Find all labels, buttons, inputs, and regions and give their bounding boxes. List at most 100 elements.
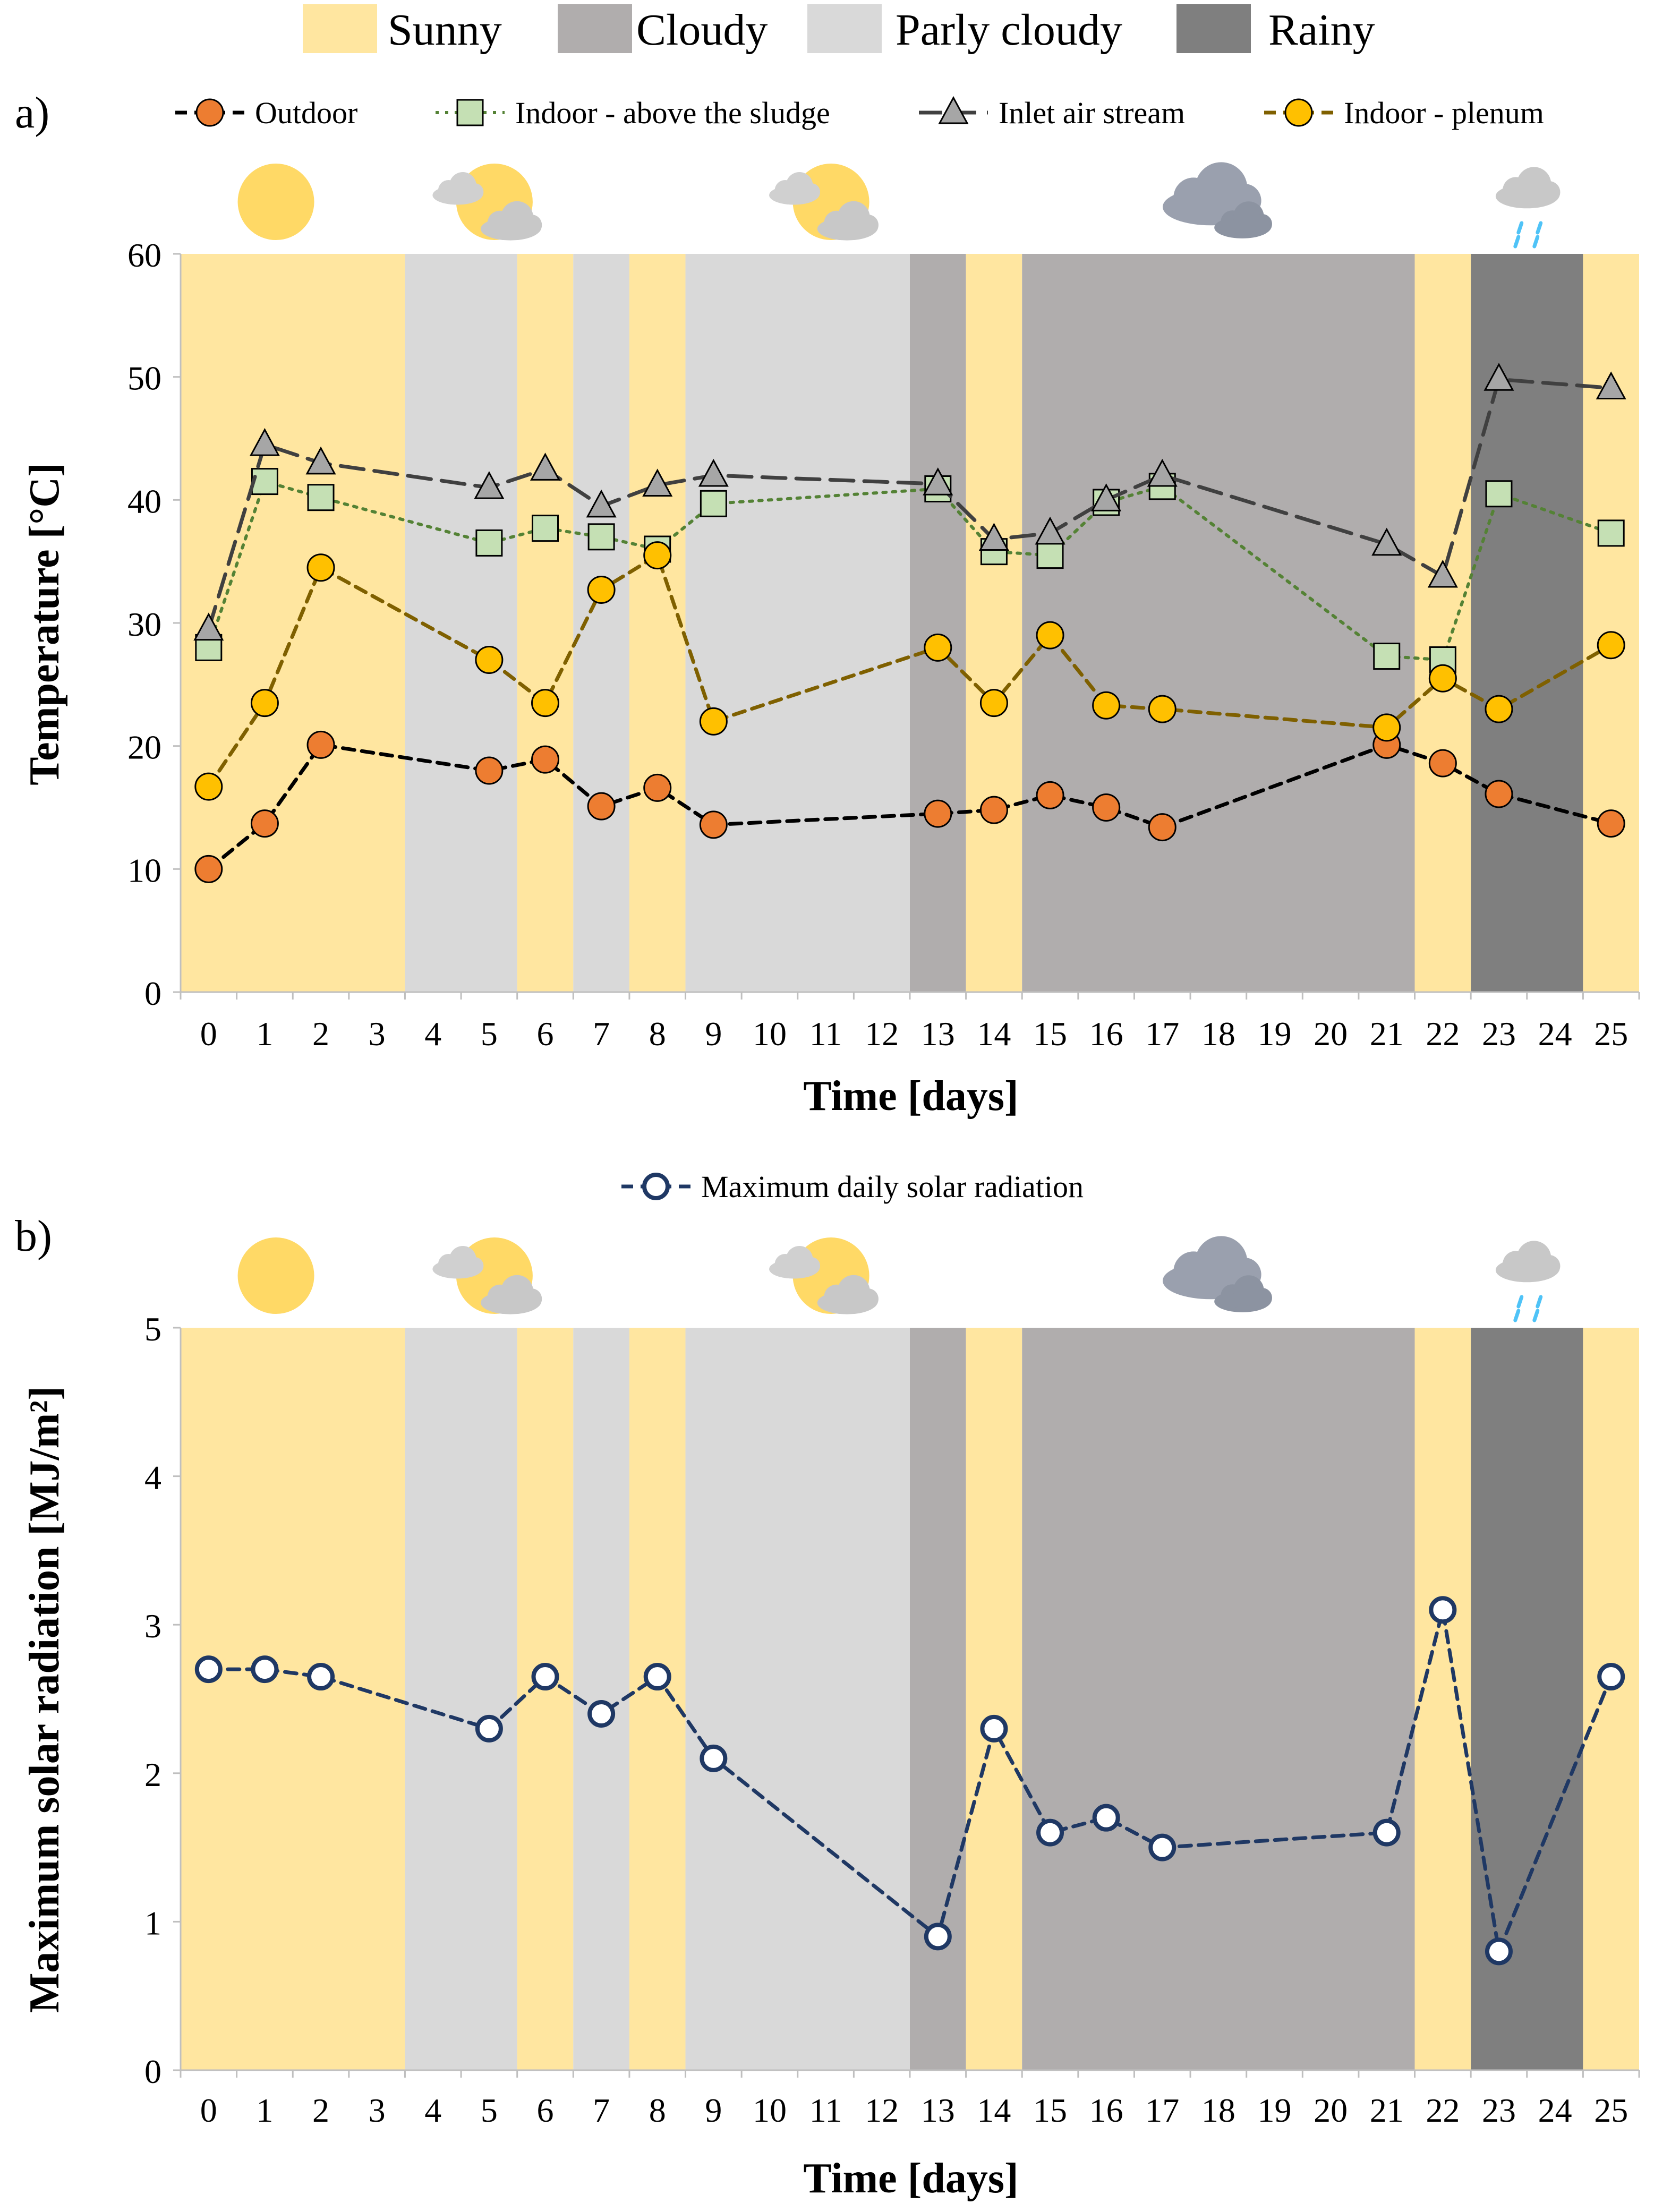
x-tick-label: 14 xyxy=(977,2091,1011,2129)
legend-rainy: Rainy xyxy=(1176,4,1375,55)
data-point xyxy=(587,1699,616,1728)
panel-a-series xyxy=(193,363,1626,883)
series-inlet-air-stream xyxy=(193,363,1626,641)
data-point xyxy=(978,523,1009,551)
legend-partly-swatch xyxy=(807,4,882,53)
data-point xyxy=(587,523,615,551)
data-point xyxy=(1147,458,1178,487)
legend-entry: Indoor - plenum xyxy=(1264,96,1544,130)
x-tick-label: 16 xyxy=(1089,1015,1123,1053)
panel-a-x-axis-title: Time [days] xyxy=(803,1073,1018,1120)
x-tick-label: 8 xyxy=(649,1015,666,1053)
x-tick-label: 20 xyxy=(1314,1015,1348,1053)
data-point xyxy=(1148,695,1176,723)
panel-a-y-axis-title: Temperature [°C] xyxy=(21,463,68,785)
y-tick-label: 2 xyxy=(144,1756,161,1793)
panel-b-series xyxy=(194,1596,1625,1966)
rain-icon xyxy=(1495,1241,1561,1322)
data-point xyxy=(474,471,505,499)
rain-icon xyxy=(1495,167,1561,249)
x-tick-label: 12 xyxy=(865,2091,899,2129)
data-point xyxy=(1485,1937,1513,1966)
panel-a-label: a) xyxy=(15,88,49,138)
data-point xyxy=(1597,519,1625,547)
data-point xyxy=(1036,621,1064,650)
data-point xyxy=(1429,1596,1457,1624)
x-tick-label: 5 xyxy=(481,1015,498,1053)
x-tick-label: 7 xyxy=(593,2091,610,2129)
x-tick-label: 25 xyxy=(1594,2091,1628,2129)
data-point xyxy=(1372,1818,1401,1847)
panel-a-weather-icons xyxy=(237,162,1561,249)
legend-cloudy-swatch xyxy=(558,4,632,53)
y-tick-label: 3 xyxy=(144,1607,161,1645)
data-point xyxy=(307,1663,335,1691)
weather-band-rainy xyxy=(1471,254,1583,992)
partly-cloudy-icon xyxy=(432,164,542,241)
legend-cloudy: Cloudy xyxy=(558,4,768,55)
legend-sunny-swatch xyxy=(303,4,377,53)
weather-band-sunny xyxy=(629,254,686,992)
partly-cloudy-icon xyxy=(769,164,879,241)
data-point xyxy=(475,646,504,674)
series-maximum-daily-solar-radiation xyxy=(194,1596,1625,1966)
series-line xyxy=(207,479,1613,662)
data-point xyxy=(1428,664,1457,693)
data-point xyxy=(194,772,223,801)
legend-label: Outdoor xyxy=(255,96,357,130)
data-point xyxy=(923,467,953,496)
data-point xyxy=(924,633,952,662)
x-tick-label: 20 xyxy=(1314,2091,1348,2129)
x-tick-label: 0 xyxy=(200,2091,217,2129)
y-tick-label: 5 xyxy=(144,1310,161,1348)
panel-b-y-axis-title: Maximum solar radiation [MJ/m²] xyxy=(21,1386,68,2013)
data-point xyxy=(249,428,280,456)
weather-band-sunny xyxy=(181,1328,405,2070)
weather-legend: Sunny Cloudy Parly cloudy Rainy xyxy=(303,4,1375,55)
data-point xyxy=(1371,527,1402,556)
x-tick-label: 16 xyxy=(1089,2091,1123,2129)
data-point xyxy=(1036,1818,1064,1847)
x-tick-label: 21 xyxy=(1370,2091,1404,2129)
data-point xyxy=(1428,749,1457,778)
data-point xyxy=(1485,480,1513,508)
x-tick-label: 10 xyxy=(753,1015,787,1053)
data-point xyxy=(475,756,504,785)
data-point xyxy=(1092,1804,1120,1832)
data-point xyxy=(1373,643,1401,670)
data-point xyxy=(587,792,616,821)
x-tick-label: 1 xyxy=(256,2091,273,2129)
panel-b-x-axis-title: Time [days] xyxy=(803,2155,1018,2202)
y-tick-label: 0 xyxy=(144,975,161,1012)
weather-band-cloudy xyxy=(910,1328,966,2070)
x-tick-label: 8 xyxy=(649,2091,666,2129)
data-point xyxy=(643,1663,671,1691)
data-point xyxy=(250,689,279,718)
legend-entry: Indoor - above the sludge xyxy=(436,96,830,130)
weather-band-sunny xyxy=(1414,1328,1471,2070)
data-point xyxy=(306,553,335,582)
data-point xyxy=(475,529,503,557)
weather-band-sunny xyxy=(966,1328,1022,2070)
data-point xyxy=(1597,809,1625,838)
data-point xyxy=(531,689,559,718)
legend-label: Maximum daily solar radiation xyxy=(701,1169,1084,1204)
x-tick-label: 1 xyxy=(256,1015,273,1053)
data-point xyxy=(194,1655,223,1684)
weather-band-cloudy xyxy=(1022,254,1415,992)
weather-band-sunny xyxy=(517,1328,574,2070)
partly-cloudy-icon xyxy=(769,1237,879,1314)
x-tick-label: 9 xyxy=(705,2091,722,2129)
x-tick-label: 24 xyxy=(1538,2091,1572,2129)
legend-entry: Maximum daily solar radiation xyxy=(621,1169,1084,1204)
x-tick-label: 10 xyxy=(753,2091,787,2129)
data-point xyxy=(194,855,223,883)
panel-a-weather-bands xyxy=(181,254,1639,992)
data-point xyxy=(700,490,727,517)
y-tick-label: 1 xyxy=(144,1904,161,1942)
weather-band-partly xyxy=(573,254,629,992)
sun-icon xyxy=(237,1237,314,1314)
x-tick-label: 23 xyxy=(1482,2091,1516,2129)
data-point xyxy=(924,799,952,828)
